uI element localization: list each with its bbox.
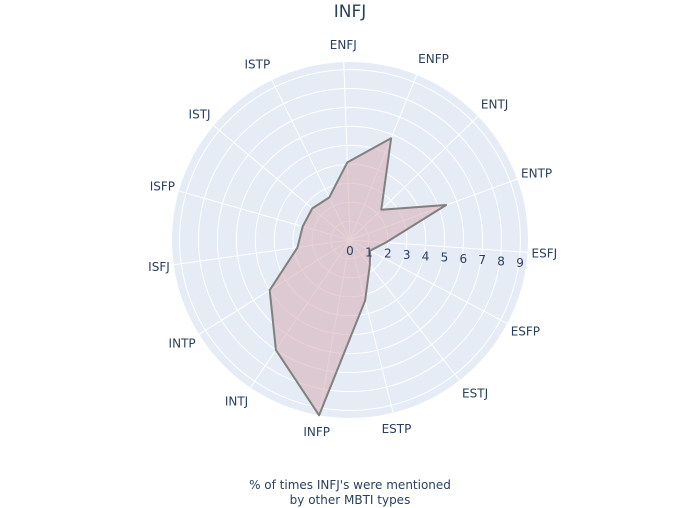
category-label-istp: ISTP: [244, 58, 270, 72]
chart-caption: % of times INFJ's were mentioned by othe…: [0, 478, 700, 508]
category-label-infp: INFP: [303, 425, 330, 439]
radial-tick-label: 3: [403, 248, 411, 262]
chart-caption-line1: % of times INFJ's were mentioned: [0, 478, 700, 493]
category-label-enfj: ENFJ: [330, 38, 357, 52]
category-label-istj: ISTJ: [189, 108, 211, 122]
chart-title: INFJ: [334, 2, 367, 22]
radial-tick-label: 5: [441, 251, 449, 265]
category-label-esfj: ESFJ: [532, 247, 558, 261]
category-label-isfj: ISFJ: [148, 260, 170, 274]
category-label-entj: ENTJ: [481, 98, 508, 112]
radial-tick-label: 4: [422, 249, 430, 263]
radial-tick-label: 8: [497, 255, 505, 269]
category-label-estj: ESTJ: [462, 387, 488, 401]
category-label-intp: INTP: [169, 336, 196, 350]
category-label-estp: ESTP: [382, 422, 412, 436]
radial-tick-label: 6: [460, 252, 468, 266]
category-label-esfp: ESFP: [511, 325, 540, 339]
category-label-isfp: ISFP: [150, 179, 175, 193]
category-label-entp: ENTP: [521, 166, 552, 180]
chart-caption-line2: by other MBTI types: [0, 493, 700, 508]
category-label-intj: INTJ: [225, 395, 248, 409]
category-label-enfp: ENFP: [418, 52, 449, 66]
radial-tick-label: 1: [365, 245, 373, 259]
radial-tick-label: 0: [346, 244, 354, 258]
radial-tick-label: 7: [478, 253, 486, 267]
radial-tick-label: 2: [384, 247, 392, 261]
radial-tick-label: 9: [516, 256, 524, 270]
